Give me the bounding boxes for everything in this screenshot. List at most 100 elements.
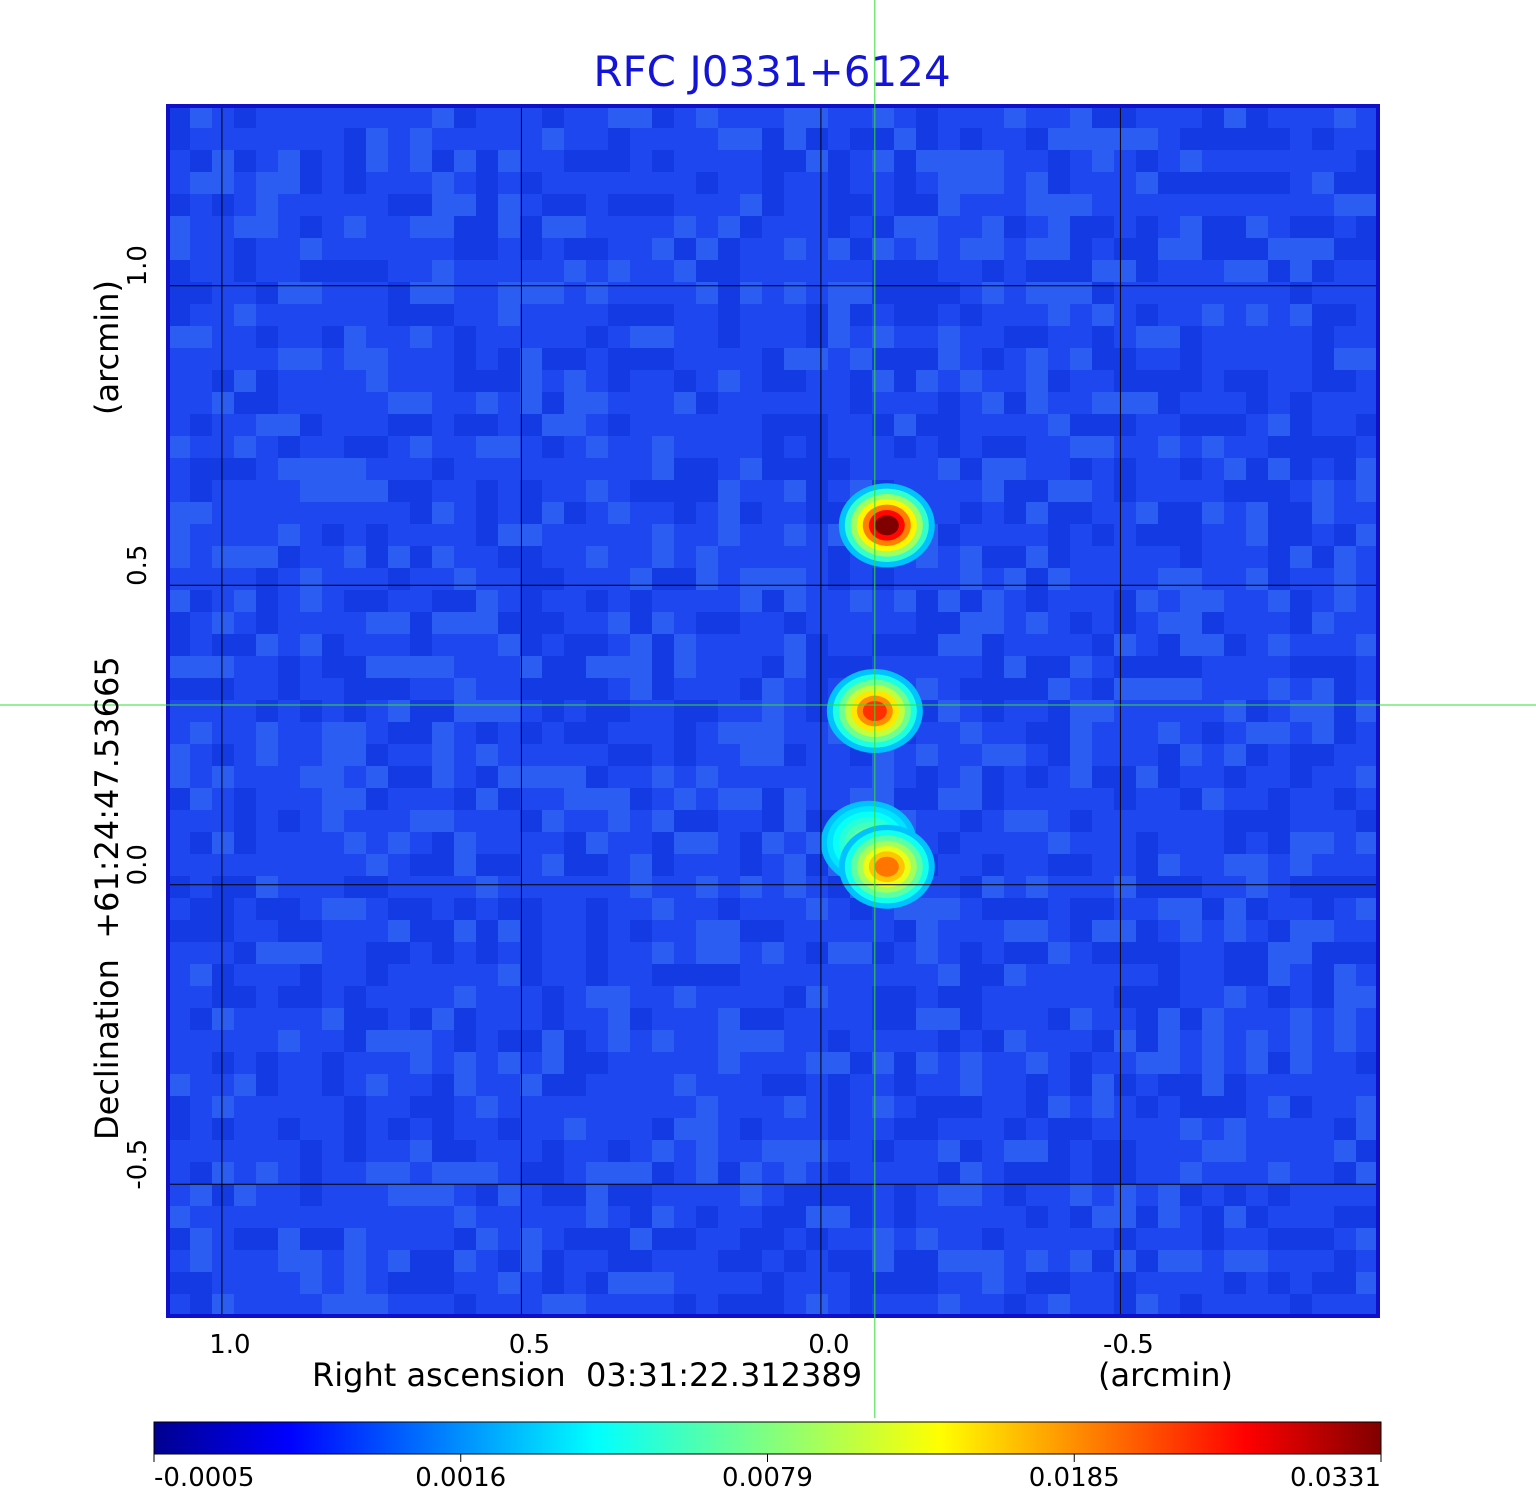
noise-cell: [740, 1118, 762, 1140]
noise-cell: [960, 876, 982, 898]
noise-cell: [1136, 502, 1158, 524]
noise-cell: [850, 942, 872, 964]
noise-cell: [168, 612, 190, 634]
colorbar: [153, 1421, 1382, 1455]
noise-cell: [1026, 546, 1048, 568]
noise-cell: [586, 700, 608, 722]
noise-cell: [520, 392, 542, 414]
noise-cell: [850, 1206, 872, 1228]
noise-cell: [1334, 304, 1356, 326]
noise-cell: [718, 480, 740, 502]
noise-cell: [1312, 1228, 1334, 1250]
noise-cell: [542, 1162, 564, 1184]
noise-cell: [1356, 414, 1378, 436]
noise-cell: [344, 1096, 366, 1118]
noise-cell: [784, 128, 806, 150]
x-tick-labels: 1.0 0.5 0.0 -0.5: [209, 1330, 1154, 1360]
noise-cell: [916, 1272, 938, 1294]
noise-cell: [1356, 216, 1378, 238]
noise-cell: [520, 370, 542, 392]
noise-cell: [1246, 1206, 1268, 1228]
noise-cell: [322, 260, 344, 282]
noise-cell: [322, 326, 344, 348]
noise-cell: [696, 172, 718, 194]
noise-cell: [542, 194, 564, 216]
noise-cell: [806, 1228, 828, 1250]
noise-cell: [1246, 304, 1268, 326]
noise-cell: [366, 964, 388, 986]
noise-cell: [1070, 656, 1092, 678]
noise-cell: [410, 1096, 432, 1118]
noise-cell: [1334, 1162, 1356, 1184]
noise-cell: [168, 1206, 190, 1228]
noise-cell: [278, 1030, 300, 1052]
noise-cell: [1048, 238, 1070, 260]
noise-cell: [1070, 414, 1092, 436]
noise-cell: [256, 876, 278, 898]
noise-cell: [1246, 898, 1268, 920]
noise-cell: [696, 612, 718, 634]
noise-cell: [564, 1294, 586, 1316]
noise-cell: [586, 942, 608, 964]
noise-cell: [1312, 722, 1334, 744]
noise-cell: [520, 766, 542, 788]
noise-cell: [542, 1250, 564, 1272]
noise-cell: [1158, 1052, 1180, 1074]
noise-cell: [608, 612, 630, 634]
noise-cell: [520, 678, 542, 700]
noise-cell: [916, 216, 938, 238]
noise-cell: [1224, 216, 1246, 238]
noise-cell: [850, 348, 872, 370]
noise-cell: [1246, 260, 1268, 282]
noise-cell: [1004, 1184, 1026, 1206]
noise-cell: [1334, 876, 1356, 898]
noise-cell: [960, 942, 982, 964]
noise-cell: [542, 854, 564, 876]
noise-cell: [916, 238, 938, 260]
noise-cell: [388, 920, 410, 942]
noise-cell: [784, 238, 806, 260]
noise-cell: [586, 678, 608, 700]
noise-cell: [1246, 568, 1268, 590]
noise-cell: [432, 172, 454, 194]
noise-cell: [278, 282, 300, 304]
noise-cell: [256, 590, 278, 612]
noise-cell: [498, 854, 520, 876]
noise-cell: [520, 1162, 542, 1184]
noise-cell: [388, 700, 410, 722]
noise-cell: [630, 656, 652, 678]
noise-cell: [1356, 942, 1378, 964]
noise-cell: [608, 1008, 630, 1030]
noise-cell: [1224, 766, 1246, 788]
noise-cell: [850, 282, 872, 304]
noise-cell: [498, 634, 520, 656]
noise-cell: [960, 458, 982, 480]
noise-cell: [300, 1184, 322, 1206]
noise-cell: [872, 238, 894, 260]
noise-cell: [894, 1074, 916, 1096]
noise-cell: [1180, 348, 1202, 370]
noise-cell: [190, 1184, 212, 1206]
noise-cell: [410, 1140, 432, 1162]
plot-frame: [166, 104, 1380, 1318]
noise-cell: [1092, 260, 1114, 282]
noise-cell: [916, 1118, 938, 1140]
noise-cell: [212, 370, 234, 392]
noise-cell: [344, 1228, 366, 1250]
noise-cell: [982, 678, 1004, 700]
colorbar-tick-label: 0.0079: [722, 1463, 813, 1493]
noise-cell: [608, 370, 630, 392]
noise-cell: [212, 150, 234, 172]
noise-cell: [168, 546, 190, 568]
noise-cell: [916, 612, 938, 634]
noise-cell: [1092, 1140, 1114, 1162]
noise-cell: [344, 1294, 366, 1316]
noise-cell: [916, 898, 938, 920]
noise-cell: [1048, 1272, 1070, 1294]
noise-cell: [520, 282, 542, 304]
noise-cell: [850, 1184, 872, 1206]
noise-cell: [894, 370, 916, 392]
noise-cell: [1224, 458, 1246, 480]
noise-cell: [916, 260, 938, 282]
noise-cell: [234, 150, 256, 172]
